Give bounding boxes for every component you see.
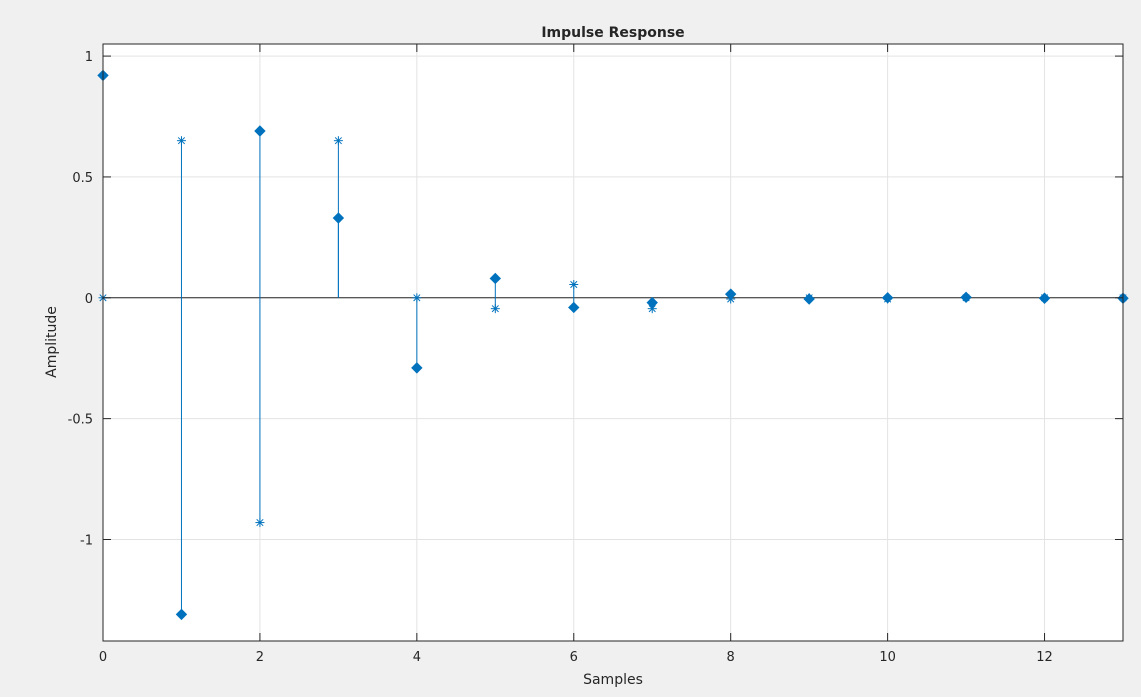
stem-marker-diamond (254, 125, 266, 137)
stem-marker-asterisk (412, 293, 422, 303)
stem-marker-diamond (411, 362, 423, 374)
x-tick-label: 4 (413, 650, 421, 665)
stem-marker-diamond (175, 608, 188, 621)
stem-marker-asterisk (490, 304, 500, 314)
stem-marker-diamond (568, 301, 580, 314)
axes-box (102, 43, 1124, 642)
x-tick-label: 12 (1036, 650, 1053, 665)
stem-marker-asterisk (1040, 293, 1050, 303)
stem-marker-asterisk (647, 304, 657, 314)
stem-marker-asterisk (883, 294, 893, 304)
stem-marker-asterisk (333, 136, 343, 146)
stem-marker-asterisk (804, 293, 814, 303)
chart-title: Impulse Response (541, 25, 684, 41)
y-tick-label: 1 (85, 50, 93, 65)
stem-marker-asterisk (569, 279, 579, 289)
stem-marker-asterisk (255, 518, 265, 528)
x-axis-label: Samples (583, 672, 643, 688)
tick-labels: 0 2 4 6 8 10 12 -1 -0.5 0 0.5 1 (68, 50, 1053, 665)
stem-marker-asterisk (176, 136, 186, 146)
x-tick-label: 2 (256, 650, 264, 665)
x-tick-label: 6 (570, 650, 578, 665)
tick-marks (102, 44, 1123, 641)
stem-marker-diamond (332, 212, 345, 224)
y-tick-label: -0.5 (68, 413, 93, 428)
y-axis-label: Amplitude (44, 306, 60, 378)
y-tick-label: -1 (80, 533, 93, 548)
y-tick-label: 0.5 (72, 171, 93, 186)
x-tick-label: 10 (879, 650, 896, 665)
stem-marker-asterisk (961, 293, 971, 303)
stem-marker-asterisk (726, 294, 736, 304)
x-tick-label: 0 (99, 650, 107, 665)
stem-marker-diamond (489, 272, 502, 285)
x-tick-label: 8 (727, 650, 735, 665)
y-tick-label: 0 (85, 292, 93, 307)
axes-background (103, 44, 1123, 641)
